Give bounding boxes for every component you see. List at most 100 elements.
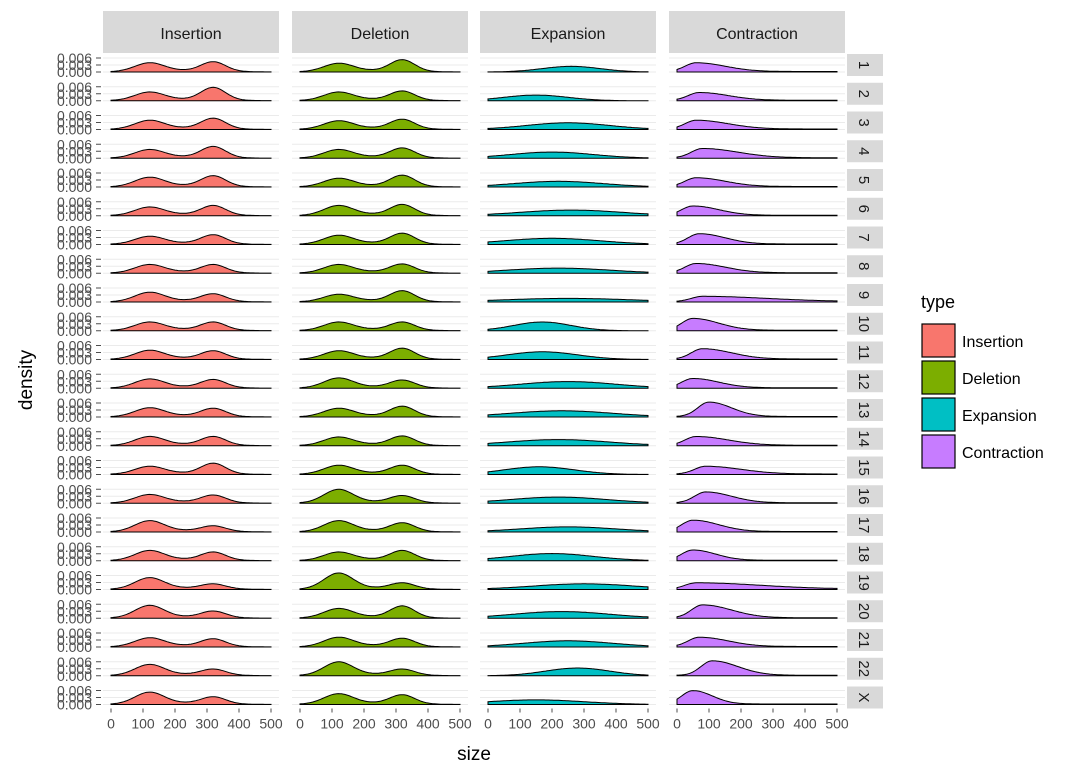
panel-insertion-11	[103, 341, 279, 364]
panel-deletion-7	[292, 226, 468, 249]
panel-contraction-1	[669, 54, 845, 76]
panel-contraction-X	[669, 686, 845, 709]
density-area-insertion	[110, 86, 272, 102]
density-area-expansion	[487, 94, 649, 102]
facet-row-label: 14	[855, 430, 872, 447]
facet-row-strip	[847, 427, 883, 450]
panel-deletion-2	[292, 82, 468, 105]
density-area-deletion	[299, 636, 461, 648]
x-tick-label: 400	[604, 716, 628, 732]
facet-row-strip	[847, 456, 883, 479]
density-area-expansion	[487, 410, 649, 418]
panel-contraction-13	[669, 399, 845, 421]
panel-contraction-2	[669, 82, 845, 105]
facet-row-label: 17	[855, 517, 872, 534]
panel-expansion-13	[480, 399, 656, 421]
panel-insertion-2	[103, 82, 279, 105]
y-tick-label: 0.000	[57, 294, 92, 310]
density-area-deletion	[299, 90, 461, 102]
density-area-deletion	[299, 488, 461, 504]
panel-deletion-3	[292, 111, 468, 134]
x-tick-label: 200	[540, 716, 564, 732]
panel-contraction-8	[669, 255, 845, 278]
density-area-insertion	[110, 378, 272, 389]
panel-contraction-18	[669, 542, 845, 565]
facet-row-strip	[847, 284, 883, 306]
y-tick-label: 0.003	[57, 517, 92, 533]
facet-row-label: 6	[855, 205, 872, 213]
panel-contraction-3	[669, 111, 845, 134]
density-area-contraction	[676, 519, 838, 533]
facet-row-strip	[847, 197, 883, 220]
facet-row-label: 15	[855, 459, 872, 476]
panel-deletion-22	[292, 657, 468, 680]
facet-row-strip	[847, 399, 883, 421]
density-area-deletion	[299, 347, 461, 360]
facet-row-strip	[847, 312, 883, 335]
density-area-contraction	[676, 690, 838, 705]
panel-expansion-16	[480, 485, 656, 508]
y-tick-label: 0.003	[57, 460, 92, 476]
legend-label: Insertion	[962, 334, 1023, 351]
facet-row-strip	[847, 169, 883, 191]
panel-contraction-5	[669, 169, 845, 191]
x-tick-label: 400	[416, 716, 440, 732]
y-tick-label: 0.003	[57, 661, 92, 677]
y-tick-label: 0.006	[57, 539, 92, 555]
x-tick-label: 100	[320, 716, 344, 732]
panel-expansion-17	[480, 514, 656, 536]
panel-insertion-22	[103, 657, 279, 680]
panel-expansion-21	[480, 629, 656, 651]
panel-deletion-18	[292, 542, 468, 565]
facet-column-strips: Insertion Deletion Expansion Contraction	[103, 11, 845, 53]
density-area-deletion	[299, 377, 461, 389]
panel-deletion-14	[292, 427, 468, 450]
panel-deletion-9	[292, 284, 468, 306]
panel-expansion-15	[480, 456, 656, 479]
density-area-expansion	[487, 526, 649, 533]
density-area-insertion	[110, 263, 272, 274]
facet-row-strip	[847, 542, 883, 565]
density-area-insertion	[110, 663, 272, 677]
density-area-expansion	[487, 180, 649, 188]
density-area-deletion	[299, 661, 461, 677]
density-area-contraction	[676, 604, 838, 619]
density-area-contraction	[676, 317, 838, 332]
density-area-contraction	[676, 491, 838, 504]
density-area-deletion	[299, 693, 461, 705]
density-area-insertion	[110, 145, 272, 159]
facet-row-strip	[847, 485, 883, 508]
y-tick-label: 0.003	[57, 143, 92, 159]
density-area-expansion	[487, 267, 649, 274]
y-tick-label: 0.003	[57, 603, 92, 619]
y-tick-label: 0.003	[57, 488, 92, 504]
density-area-insertion	[110, 321, 272, 332]
facet-strip-label: Insertion	[160, 26, 221, 43]
x-tick-label: 300	[572, 716, 596, 732]
panel-deletion-6	[292, 197, 468, 220]
facet-row-label: 10	[855, 315, 872, 332]
panel-contraction-10	[669, 312, 845, 335]
y-tick-label: 0.006	[57, 280, 92, 296]
x-tick-label: 500	[259, 716, 283, 732]
legend-label: Deletion	[962, 371, 1021, 388]
density-area-contraction	[676, 205, 838, 217]
y-tick-label: 0.000	[57, 524, 92, 540]
panel-deletion-13	[292, 399, 468, 421]
legend-key-contraction	[921, 434, 956, 469]
panel-insertion-7	[103, 226, 279, 249]
facet-row-strip	[847, 600, 883, 623]
y-tick-label: 0.003	[57, 373, 92, 389]
panel-contraction-17	[669, 514, 845, 536]
y-tick-label: 0.006	[57, 108, 92, 124]
panel-deletion-12	[292, 370, 468, 393]
legend-key-insertion	[921, 323, 956, 358]
density-area-contraction	[676, 348, 838, 360]
density-area-insertion	[110, 291, 272, 303]
panel-insertion-9	[103, 284, 279, 306]
density-area-expansion	[487, 237, 649, 245]
density-area-contraction	[676, 582, 838, 590]
facet-strip-expansion	[480, 11, 656, 53]
y-tick-label: 0.003	[57, 402, 92, 418]
y-tick-label: 0.006	[57, 683, 92, 699]
